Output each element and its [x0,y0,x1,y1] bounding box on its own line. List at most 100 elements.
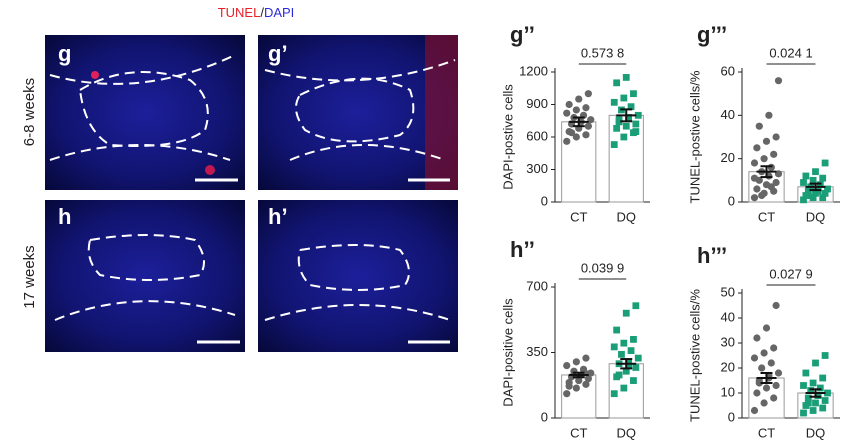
y-tick-label: 20 [721,150,735,165]
data-point [613,124,621,132]
data-point [762,324,771,332]
data-point [753,389,761,397]
data-point [584,90,592,98]
data-point [622,74,630,81]
y-axis-label: DAPI-positive cells [500,298,515,407]
data-point [750,194,759,202]
data-point [572,133,580,141]
data-point [625,114,633,121]
data-point [625,362,633,369]
data-point [821,159,829,167]
x-tick-label: CT [570,209,587,224]
data-point [762,384,771,392]
data-point [582,131,590,139]
y-tick-label: 350 [526,344,548,359]
data-point [575,95,583,103]
data-point [812,399,819,407]
data-point [565,382,573,390]
y-tick-label: 0 [728,193,735,208]
y-tick-label: 40 [721,107,735,122]
data-point [800,409,807,417]
data-point [767,183,775,191]
data-point [809,176,817,184]
x-tick-label: DQ [617,209,637,224]
data-point [804,399,812,407]
data-point [615,118,623,126]
data-point [770,150,778,158]
micrograph: h [45,200,245,352]
data-point [767,359,775,367]
data-point [572,358,580,366]
x-tick-label: DQ [806,209,826,224]
data-point [618,350,625,358]
data-point [565,100,573,109]
data-point [579,365,588,373]
y-axis-label: TUNEL-postive cells/% [687,70,702,203]
panel-label: g [58,41,71,66]
data-point [800,196,807,204]
data-point [772,178,780,187]
data-point [758,364,766,372]
data-point [767,163,775,171]
data-point [610,390,618,398]
data-point [620,94,628,102]
data-point [632,302,640,310]
data-point [765,111,773,119]
data-point [814,187,822,195]
x-tick-label: DQ [617,425,637,440]
y-tick-label: 700 [526,278,548,293]
data-point [632,128,640,135]
panel-label: h’ [268,204,288,229]
x-tick-label: CT [758,425,775,440]
p-value: 0.573 8 [581,45,624,60]
data-point [750,354,759,362]
data-point [816,384,824,392]
data-point [774,170,783,178]
data-point [753,334,761,342]
data-point [762,137,771,145]
micrograph: h’ [258,200,458,352]
data-point [814,392,822,399]
data-point [760,399,768,407]
panel-label: g’ [268,41,288,66]
data-point [824,389,831,397]
data-point [772,301,780,310]
data-point [821,352,829,359]
x-tick-label: DQ [806,425,826,440]
data-point [812,168,819,176]
data-point [809,194,817,202]
panel-label: h [58,204,71,229]
data-point [772,133,780,141]
chart-title: h’’ [510,237,535,262]
data-point [563,137,571,145]
data-point [582,380,590,388]
legend-tunel: TUNEL [218,5,261,20]
y-tick-label: 40 [721,309,735,324]
data-point [760,349,768,357]
stain-legend: TUNEL/DAPI [218,5,295,20]
data-point [627,103,635,111]
data-point [584,122,592,130]
data-point [613,79,621,87]
data-point [802,172,810,180]
data-point [774,77,783,85]
data-point [824,185,831,193]
y-tick-label: 1200 [519,63,548,78]
data-point [622,122,630,130]
data-point [772,381,780,390]
y-axis-label: DAPI-postive cells [500,84,515,190]
data-point [809,379,817,387]
data-point [816,181,824,189]
data-point [610,141,618,148]
data-point [760,155,768,163]
legend-slash: / [260,5,264,20]
chart-title: g’’’ [697,22,727,47]
data-point [622,367,630,375]
data-point [613,326,621,334]
data-point [634,354,642,362]
x-tick-label: CT [570,425,587,440]
data-point [807,387,815,394]
data-point [819,194,827,202]
data-point [627,347,635,355]
